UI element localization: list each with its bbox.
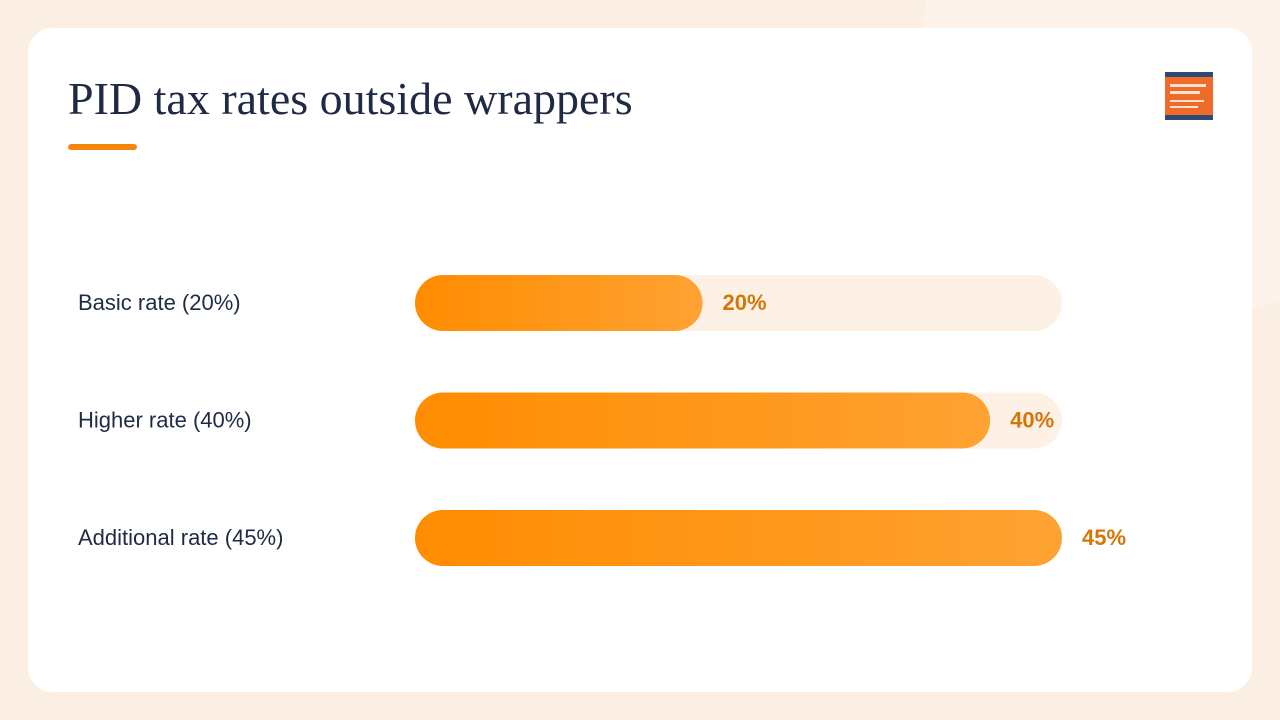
logo-line	[1170, 100, 1204, 102]
card	[28, 28, 1252, 692]
value-label: 20%	[723, 290, 767, 315]
logo-stripe	[1165, 72, 1213, 77]
bar	[415, 392, 991, 449]
logo	[1165, 72, 1213, 120]
value-label: 45%	[1082, 525, 1126, 550]
category-label: Higher rate (40%)	[78, 407, 252, 432]
logo-line	[1170, 106, 1198, 108]
logo-line	[1170, 91, 1200, 94]
title-underline	[68, 144, 137, 150]
chart-title: PID tax rates outside wrappers	[68, 73, 633, 124]
bar	[415, 510, 1062, 566]
bar	[415, 275, 703, 331]
logo-line	[1170, 84, 1206, 87]
value-label: 40%	[1010, 407, 1054, 432]
logo-box	[1165, 72, 1213, 120]
category-label: Additional rate (45%)	[78, 525, 283, 550]
category-label: Basic rate (20%)	[78, 290, 241, 315]
logo-stripe	[1165, 115, 1213, 120]
